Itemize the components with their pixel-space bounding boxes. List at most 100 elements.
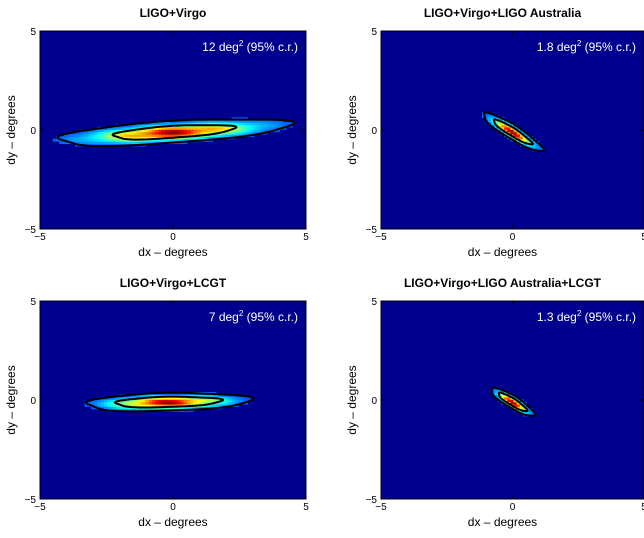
panel-1-heat-cell (148, 124, 153, 128)
panel-1-heat-cell (142, 133, 146, 137)
panel-3-heat-cell (107, 403, 111, 407)
panel-1-heat-cell (186, 131, 191, 135)
panel-2-heat-cell (513, 138, 518, 142)
panel-1-contour-68 (111, 124, 238, 141)
panel-3-heat-cell (148, 401, 153, 405)
panel-3-heat-cell (100, 406, 105, 410)
panel-1-heat-cell (260, 124, 265, 128)
panel-1-heat-cell (122, 141, 127, 145)
panel-1-heat-cell (138, 131, 143, 135)
panel-1-heat-cell (126, 133, 130, 137)
panel-1-heat-cell (113, 129, 118, 133)
panel-3-heat-cell (221, 394, 226, 398)
panel-1-heat-cell (177, 126, 182, 130)
panel-1-heat-cell (190, 126, 194, 130)
panel-1-heat-cell (170, 138, 175, 142)
panel-1-heat-cell (234, 131, 239, 135)
panel-3-heat-cell (148, 403, 153, 407)
panel-1-heat-cell (103, 143, 108, 147)
panel-2-heat-cell (516, 131, 521, 135)
panel-3-heat-cell (158, 403, 162, 407)
panel-1-heat-cell (186, 136, 191, 140)
panel-3-heat-cell (186, 406, 191, 410)
panel-3-heat-cell (215, 399, 220, 403)
panel-3-heat-cell (225, 401, 229, 405)
panel-4-heat-cell (529, 411, 534, 415)
panel-1-heat-cell (87, 141, 92, 145)
panel-3-heat-cell (116, 401, 121, 405)
panel-1-heat-cell (215, 122, 220, 126)
panel-3-heat-cell (190, 406, 194, 410)
panel-1-heat-cell (113, 138, 118, 142)
panel-1-heat-cell (218, 119, 223, 123)
panel-3-heat-cell (202, 394, 207, 398)
panel-3-heat-cell (142, 403, 146, 407)
panel-4-heat-cell (510, 399, 515, 403)
panel-1-heat-cell (221, 122, 226, 126)
panel-3-heat-cell (183, 406, 188, 410)
panel-3-heat-cell (212, 394, 217, 398)
panel-1-heat-cell (196, 129, 201, 133)
panel-3-heat-cell (205, 403, 210, 407)
panel-4-contour-68 (497, 391, 529, 413)
panel-1-heat-cell (218, 129, 223, 133)
panel-3-heat-cell (202, 401, 207, 405)
panel-1-heat-cell (193, 119, 198, 123)
panel-2-ytick-label: 0 (371, 126, 377, 137)
panel-4-ytick-label: 5 (371, 297, 377, 308)
panel-3-heat-cell (174, 406, 178, 410)
panel-2-heat-cell (488, 122, 493, 126)
panel-1-heat-cell (212, 122, 217, 126)
panel-4-area-exponent: 2 (577, 309, 582, 318)
panel-3-heat-cell (110, 406, 115, 410)
panel-1-heat-cell (103, 129, 108, 133)
panel-1-heat-cell (221, 126, 226, 130)
panel-1-heat-cell (205, 119, 210, 123)
panel-1-heat-cell (196, 136, 201, 140)
panel-1-heat-cell (257, 119, 261, 123)
panel-1-heat-cell (94, 143, 99, 147)
panel-4-heat-cell (507, 396, 511, 400)
panel-1-heat-cell (110, 143, 115, 147)
panel-3-heat-cell (186, 401, 191, 405)
panel-1-heat-cell (138, 129, 143, 133)
panel-1-heat-cell (215, 133, 220, 137)
panel-1-heat-cell (164, 133, 169, 137)
panel-1-heat-cell (196, 126, 201, 130)
panel-1-heat-cell (247, 122, 252, 126)
panel-1-heat-cell (205, 129, 210, 133)
panel-1-heat-cell (221, 133, 226, 137)
panel-4-heat-cell (513, 403, 518, 407)
panel-1-heat-cell (100, 141, 105, 145)
panel-4-heat-cell (519, 401, 524, 405)
panel-2-heat-cell (535, 145, 540, 149)
panel-2-heat-cell (523, 143, 527, 147)
panel-1-heat-cell (269, 119, 274, 123)
panel-3-heat-cell (186, 396, 191, 400)
panel-1-heat-cell (59, 136, 63, 140)
panel-2-heat-cell (494, 122, 499, 126)
panel-1-heat-cell (116, 129, 121, 133)
panel-2-area-value: 1.8 deg (537, 40, 577, 54)
panel-1-heat-cell (183, 136, 188, 140)
panel-2-heat-cell (532, 145, 537, 149)
panel-1-heat-cell (228, 131, 233, 135)
panel-1-heat-cell (100, 129, 105, 133)
panel-1-heat-cell (68, 136, 73, 140)
panel-1-heat-cell (132, 131, 137, 135)
panel-1-heat-cell (177, 131, 182, 135)
panel-1-heat-cell (174, 126, 178, 130)
panel-3-heat-cell (107, 396, 111, 400)
panel-1-heat-cell (276, 119, 280, 123)
panel-2-heat-cell (497, 124, 502, 128)
panel-1-heat-cell (164, 126, 169, 130)
panel-1-heat-cell (276, 129, 280, 133)
panel-1-heat-cell (260, 126, 265, 130)
panel-4-heat-cell (494, 394, 499, 398)
panel-3-heat-cell (110, 399, 115, 403)
panel-3-heat-cell (193, 406, 198, 410)
panel-1-heat-cell (151, 141, 156, 145)
panel-3-heat-cell (151, 401, 156, 405)
panel-3-xtick-label: 0 (170, 502, 176, 513)
panel-1-heat-cell (167, 122, 172, 126)
